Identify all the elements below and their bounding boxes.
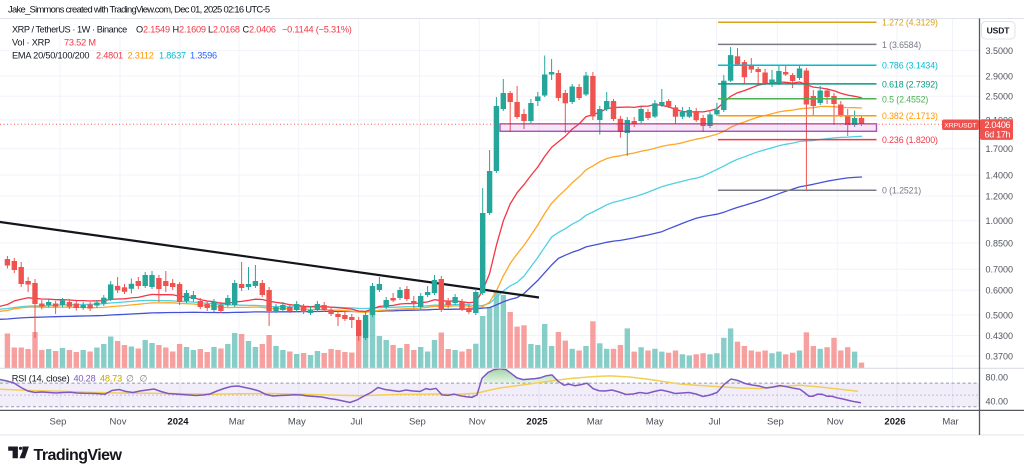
svg-text:0.5000: 0.5000 — [986, 310, 1014, 320]
svg-text:0.4300: 0.4300 — [986, 331, 1014, 341]
svg-text:TradingView: TradingView — [34, 447, 123, 464]
svg-text:Sep: Sep — [767, 416, 784, 427]
svg-text:40.00: 40.00 — [986, 396, 1009, 406]
svg-text:USDT: USDT — [987, 26, 1011, 36]
svg-text:0 (1.2521): 0 (1.2521) — [882, 186, 921, 196]
svg-text:Sep: Sep — [409, 416, 426, 427]
svg-text:2.0406: 2.0406 — [985, 120, 1011, 130]
svg-text:Jul: Jul — [709, 416, 721, 427]
svg-text:6d 17h: 6d 17h — [985, 130, 1011, 140]
svg-text:0.786 (3.1434): 0.786 (3.1434) — [882, 61, 938, 71]
svg-text:0.8500: 0.8500 — [986, 238, 1014, 248]
svg-text:Mar: Mar — [942, 416, 958, 427]
svg-text:0.236 (1.8200): 0.236 (1.8200) — [882, 135, 938, 145]
svg-text:0.6000: 0.6000 — [986, 286, 1014, 296]
svg-text:Mar: Mar — [587, 416, 603, 427]
svg-text:1 (3.6584): 1 (3.6584) — [882, 40, 921, 50]
svg-text:1.7000: 1.7000 — [986, 144, 1014, 154]
svg-text:2025: 2025 — [526, 416, 548, 427]
svg-text:2026: 2026 — [884, 416, 905, 427]
svg-text:0.7000: 0.7000 — [986, 265, 1014, 275]
svg-text:2.5000: 2.5000 — [986, 92, 1014, 102]
svg-text:0.3700: 0.3700 — [986, 351, 1014, 361]
svg-text:1.4000: 1.4000 — [986, 171, 1014, 181]
svg-text:May: May — [646, 416, 664, 427]
svg-text:Jul: Jul — [351, 416, 363, 427]
svg-text:Jake_Simmons created with Trad: Jake_Simmons created with TradingView.co… — [8, 4, 270, 15]
svg-text:Mar: Mar — [229, 416, 245, 427]
svg-text:May: May — [288, 416, 306, 427]
svg-text:XRPUSDT: XRPUSDT — [944, 122, 976, 129]
svg-text:Nov: Nov — [110, 416, 127, 427]
svg-text:0.5 (2.4552): 0.5 (2.4552) — [882, 94, 928, 104]
svg-text:Sep: Sep — [50, 416, 67, 427]
svg-text:Nov: Nov — [469, 416, 486, 427]
svg-text:0.618 (2.7392): 0.618 (2.7392) — [882, 79, 938, 89]
svg-text:1.0000: 1.0000 — [986, 216, 1014, 226]
svg-text:1.2000: 1.2000 — [986, 191, 1014, 201]
svg-text:1.272 (4.3129): 1.272 (4.3129) — [882, 18, 938, 28]
svg-text:80.00: 80.00 — [986, 372, 1009, 382]
svg-text:0.382 (2.1713): 0.382 (2.1713) — [882, 111, 938, 121]
svg-text:3.5000: 3.5000 — [986, 46, 1014, 56]
svg-text:2.9000: 2.9000 — [986, 72, 1014, 82]
svg-text:Nov: Nov — [827, 416, 844, 427]
svg-text:2024: 2024 — [167, 416, 189, 427]
